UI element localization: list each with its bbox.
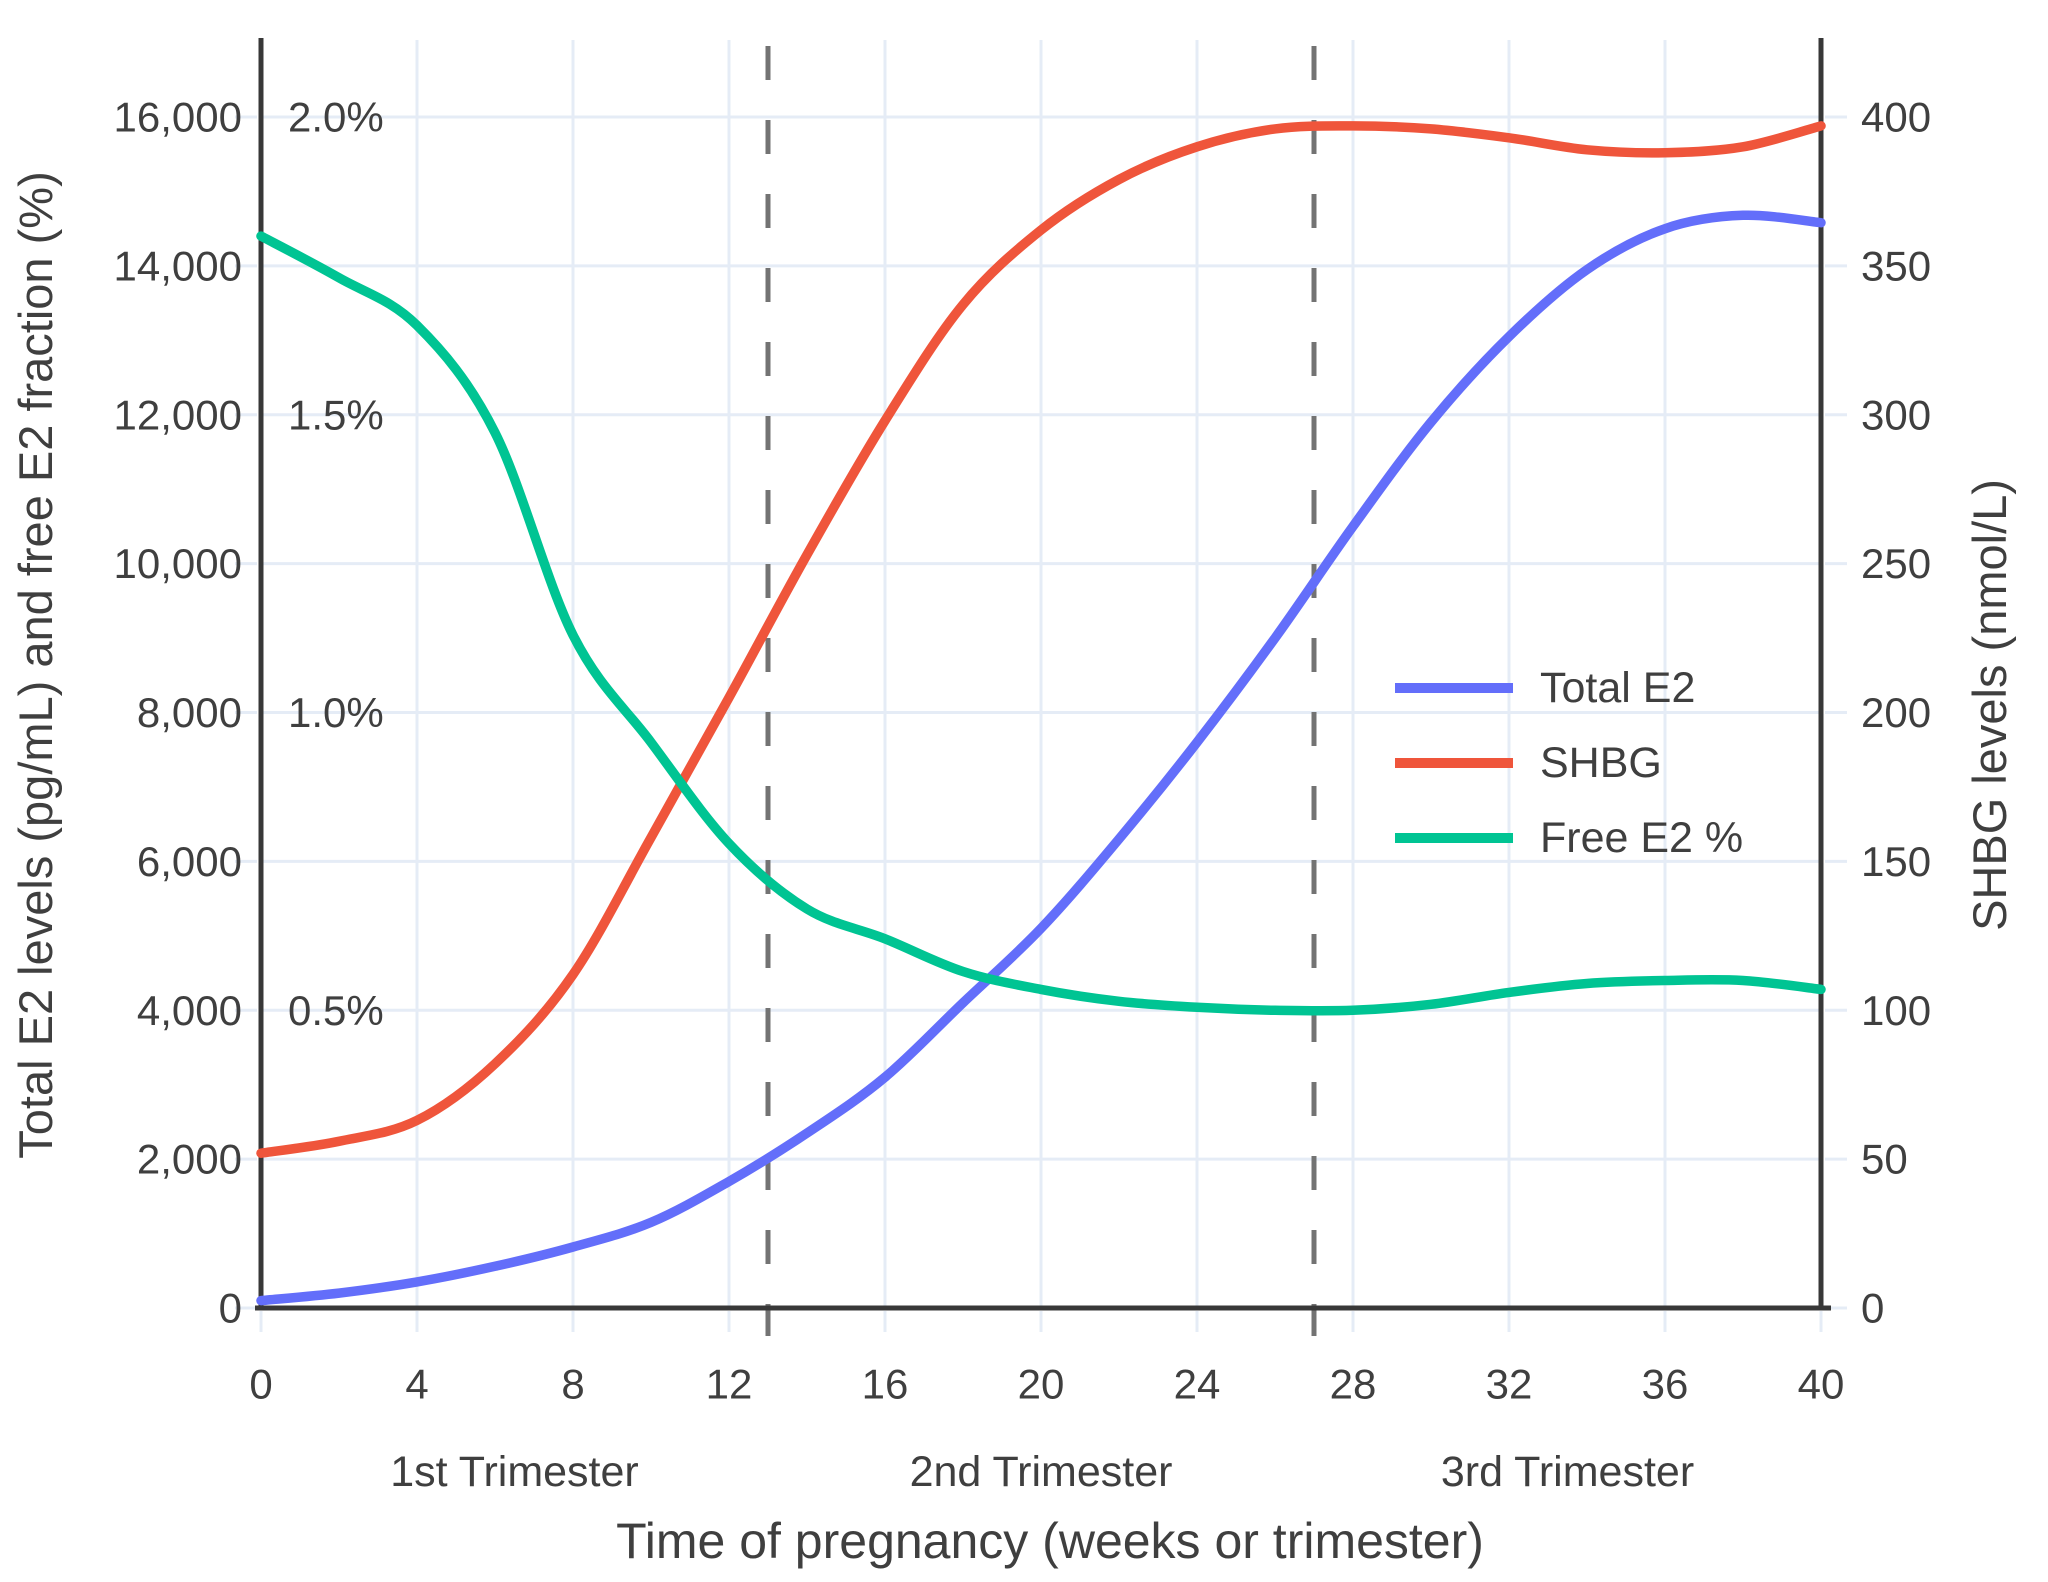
x-axis-title: Time of pregnancy (weeks or trimester) xyxy=(616,1513,1484,1569)
y-right-tick-label: 150 xyxy=(1861,838,1931,885)
legend-item-shbg: SHBG xyxy=(1395,739,1662,787)
x-tick-label: 32 xyxy=(1486,1361,1533,1408)
x-tick-label: 4 xyxy=(405,1361,428,1408)
percent-label: 2.0% xyxy=(288,94,384,141)
legend-item-total-e2: Total E2 xyxy=(1395,664,1695,712)
trimester-label: 3rd Trimester xyxy=(1441,1448,1694,1496)
x-tick-label: 20 xyxy=(1018,1361,1065,1408)
x-tick-label: 40 xyxy=(1798,1361,1845,1408)
percent-label: 1.5% xyxy=(288,391,384,438)
x-tick-label: 12 xyxy=(706,1361,753,1408)
legend-label-shbg: SHBG xyxy=(1540,739,1662,787)
free-e2-pct-line xyxy=(256,231,1826,1016)
total-e2-line xyxy=(256,210,1826,1306)
chart-generated-layer: 0 2,000 4,000 6,000 8,000 10,000 12,000 14,000 1… xyxy=(114,38,1931,1496)
y-left-tick-label: 6,000 xyxy=(137,838,242,885)
y-left-tick-label: 12,000 xyxy=(114,391,242,438)
trimester-label: 1st Trimester xyxy=(390,1448,639,1496)
y-left-tick-label: 4,000 xyxy=(137,987,242,1034)
y-axis-right-title: SHBG levels (nmol/L) xyxy=(1963,479,2016,931)
x-tick-label: 36 xyxy=(1642,1361,1689,1408)
y-left-tick-label: 2,000 xyxy=(137,1136,242,1183)
percent-label: 0.5% xyxy=(288,987,384,1034)
legend: Total E2 SHBG Free E2 % xyxy=(1395,664,1743,862)
legend-label-total-e2: Total E2 xyxy=(1540,664,1695,712)
y-left-tick-label: 0 xyxy=(219,1285,242,1332)
trimester-label: 2nd Trimester xyxy=(910,1448,1173,1496)
y-right-tick-label: 100 xyxy=(1861,987,1931,1034)
shbg-line xyxy=(256,121,1826,1158)
x-tick-label: 8 xyxy=(561,1361,584,1408)
x-tick-label: 16 xyxy=(862,1361,909,1408)
y-left-tick-label: 8,000 xyxy=(137,689,242,736)
y-right-tick-label: 350 xyxy=(1861,242,1931,289)
legend-item-free-e2: Free E2 % xyxy=(1395,814,1743,862)
y-left-tick-label: 16,000 xyxy=(114,94,242,141)
y-right-tick-label: 250 xyxy=(1861,540,1931,587)
y-axis-left-title: Total E2 levels (pg/mL) and free E2 frac… xyxy=(9,171,62,1158)
y-left-tick-label: 10,000 xyxy=(114,540,242,587)
y-right-tick-label: 0 xyxy=(1861,1285,1884,1332)
y-right-tick-label: 400 xyxy=(1861,94,1931,141)
y-right-tick-label: 300 xyxy=(1861,391,1931,438)
x-tick-label: 28 xyxy=(1330,1361,1377,1408)
y-right-tick-label: 200 xyxy=(1861,689,1931,736)
x-tick-label: 24 xyxy=(1174,1361,1221,1408)
x-tick-label: 0 xyxy=(249,1361,272,1408)
percent-label: 1.0% xyxy=(288,689,384,736)
y-left-tick-label: 14,000 xyxy=(114,242,242,289)
y-right-tick-label: 50 xyxy=(1861,1136,1908,1183)
legend-label-free-e2: Free E2 % xyxy=(1540,814,1743,862)
